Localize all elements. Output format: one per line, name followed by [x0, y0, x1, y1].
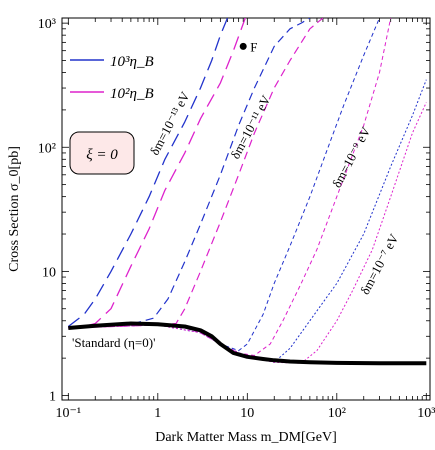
xi-label: ξ = 0: [86, 147, 118, 163]
x-tick-label: 10⁻¹: [56, 406, 82, 421]
x-tick-label: 10²: [328, 406, 346, 421]
y-tick-label: 10³: [38, 17, 56, 32]
axis-ticks: [62, 18, 430, 400]
y-tick-label: 10: [42, 265, 56, 280]
series-line: [68, 18, 311, 328]
x-tick-label: 10³: [417, 406, 435, 421]
point-f-label: F: [250, 39, 257, 54]
series-layer: [67, 18, 427, 366]
standard-label: 'Standard (η=0)': [72, 335, 155, 350]
standard-line: [68, 321, 427, 366]
series-line: [67, 18, 229, 328]
legend: 10³η_B 10²η_B: [70, 54, 154, 102]
y-tick-label: 10²: [38, 141, 56, 156]
x-tick-label: 1: [154, 406, 161, 421]
series-line: [68, 102, 427, 364]
xi-box: [69, 131, 135, 175]
legend-label: 10³η_B: [110, 54, 154, 70]
point-f: [239, 42, 247, 50]
legend-label: 10²η_B: [110, 86, 154, 102]
y-tick-label: 1: [49, 390, 56, 405]
y-axis-title: Cross Section σ_0[pb]: [7, 146, 22, 272]
x-tick-label: 10: [240, 406, 254, 421]
x-axis-title: Dark Matter Mass m_DM[GeV]: [155, 430, 337, 445]
plot-frame: [61, 17, 431, 401]
